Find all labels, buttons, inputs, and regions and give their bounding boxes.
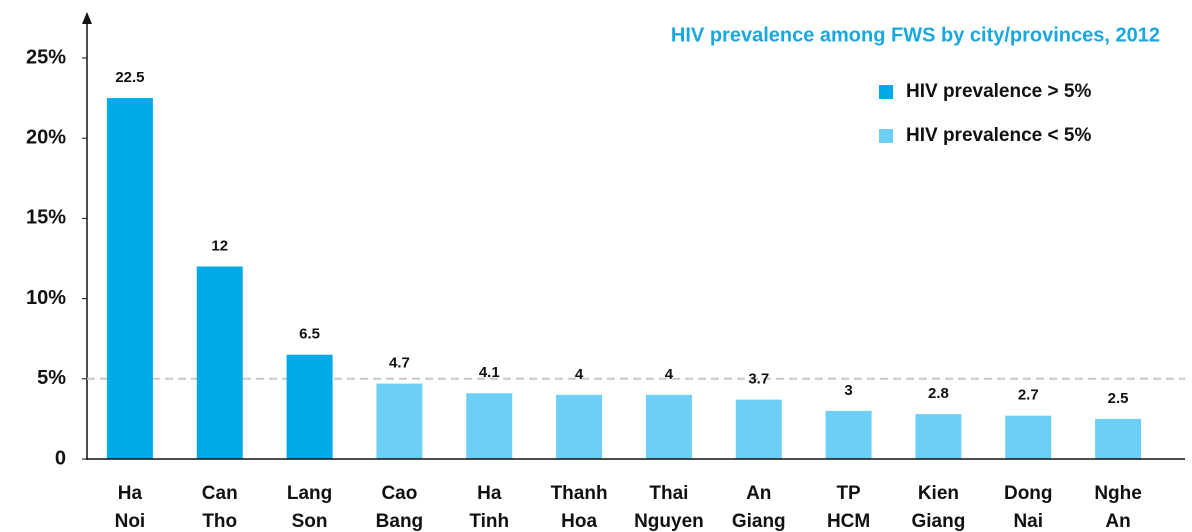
x-tick-label: Dong Nai <box>1004 483 1053 532</box>
bar <box>645 394 692 459</box>
value-label: 2.7 <box>1018 387 1039 404</box>
value-label: 4.1 <box>479 364 500 381</box>
x-tick-label: Cao Bang <box>376 483 424 532</box>
y-tick-label: 20% <box>26 126 66 148</box>
x-tick-label: Can Tho <box>202 483 238 532</box>
y-tick-label: 10% <box>26 287 66 309</box>
bar <box>735 399 782 459</box>
y-axis-arrow <box>82 12 92 24</box>
value-label: 22.5 <box>115 69 144 86</box>
x-tick-label: Thai Nguyen <box>634 483 704 532</box>
bar <box>376 383 423 459</box>
value-label: 3 <box>844 382 852 399</box>
bar <box>466 393 513 459</box>
value-label: 2.8 <box>928 385 949 402</box>
bar <box>106 98 153 459</box>
bar <box>286 354 333 459</box>
y-tick-label: 5% <box>37 367 66 389</box>
value-label: 4.7 <box>389 355 410 372</box>
y-tick-label: 15% <box>26 207 66 229</box>
legend-label: HIV prevalence > 5% <box>906 81 1091 102</box>
value-label: 6.5 <box>299 326 320 343</box>
value-label: 4 <box>575 366 584 383</box>
x-tick-label: Ha Noi <box>115 483 146 532</box>
x-tick-label: Ha Tinh <box>469 483 509 532</box>
value-label: 3.7 <box>748 371 769 388</box>
bar <box>1095 418 1142 459</box>
value-label: 2.5 <box>1108 390 1129 407</box>
bar <box>915 414 962 459</box>
value-label: 4 <box>665 366 674 383</box>
x-tick-label: TP HCM <box>827 483 870 532</box>
y-tick-label: 0 <box>55 447 66 469</box>
legend-label: HIV prevalence < 5% <box>906 125 1091 146</box>
x-tick-label: An Giang <box>732 483 786 532</box>
bar <box>825 410 872 459</box>
bar <box>1005 415 1052 459</box>
legend-swatch <box>879 129 893 143</box>
bar <box>556 394 603 459</box>
bar <box>196 266 243 459</box>
legend-swatch <box>879 85 893 99</box>
chart-title: HIV prevalence among FWS by city/provinc… <box>671 24 1160 46</box>
value-label: 12 <box>211 237 228 254</box>
x-tick-label: Thanh Hoa <box>551 483 608 532</box>
x-tick-label: Lang Son <box>287 483 332 532</box>
y-tick-label: 25% <box>26 46 66 68</box>
x-tick-label: Kien Giang <box>911 483 965 532</box>
x-tick-label: Nghe An <box>1094 483 1142 532</box>
